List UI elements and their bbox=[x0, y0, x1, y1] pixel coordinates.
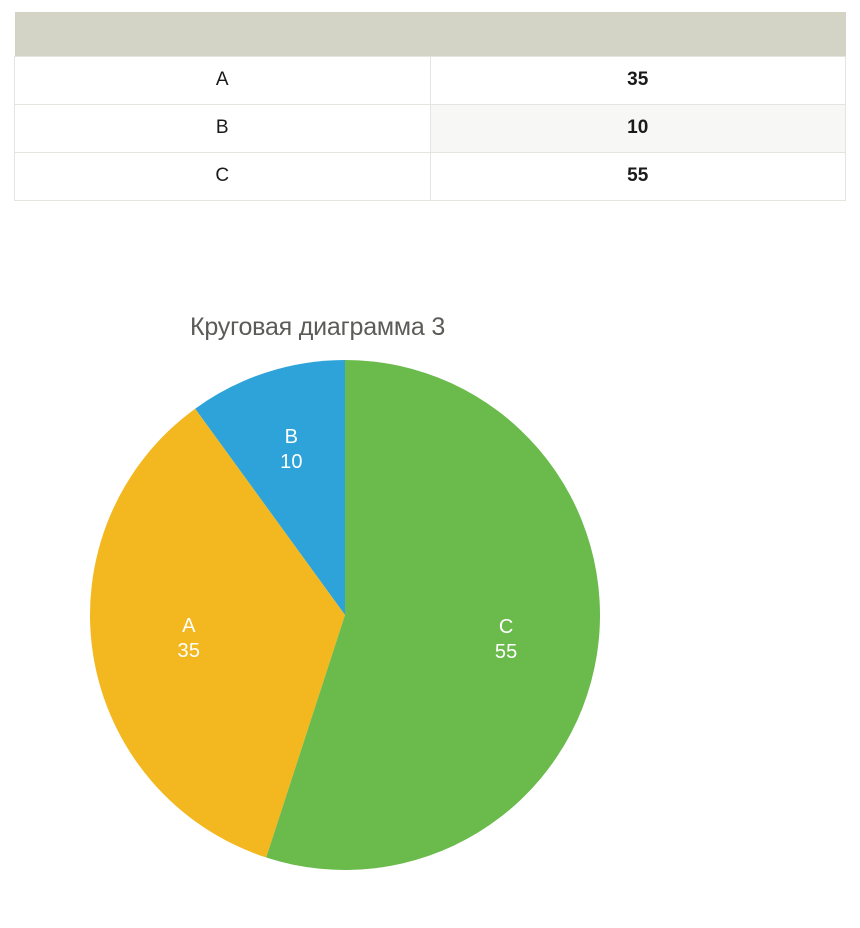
pie-slice-label-B: B10 bbox=[280, 425, 303, 475]
table-header-blank-1 bbox=[15, 12, 431, 56]
table-row: A35 bbox=[15, 56, 846, 104]
chart-title: Круговая диаграмма 3 bbox=[190, 313, 445, 342]
table-cell-label: C bbox=[15, 152, 431, 200]
pie-slice-label-C: C55 bbox=[495, 615, 518, 665]
pie-slice-label-name: B bbox=[280, 425, 303, 450]
pie-slice-label-A: A35 bbox=[178, 614, 201, 664]
table-header-row bbox=[15, 12, 846, 56]
table-cell-value: 35 bbox=[430, 56, 846, 104]
table-cell-value: 10 bbox=[430, 104, 846, 152]
pie-chart: B10 A35 C55 bbox=[90, 360, 600, 870]
table-row: B10 bbox=[15, 104, 846, 152]
pie-slice-label-value: 35 bbox=[178, 639, 201, 664]
pie-slice-label-name: A bbox=[178, 614, 201, 639]
pie-slice-label-name: C bbox=[495, 615, 518, 640]
data-table-container: A35B10C55 bbox=[0, 0, 860, 201]
table-cell-label: A bbox=[15, 56, 431, 104]
table-row: C55 bbox=[15, 152, 846, 200]
table-cell-value: 55 bbox=[430, 152, 846, 200]
pie-slice-label-value: 10 bbox=[280, 450, 303, 475]
data-table: A35B10C55 bbox=[14, 12, 846, 201]
table-header-blank-2 bbox=[430, 12, 846, 56]
pie-slice-label-value: 55 bbox=[495, 640, 518, 665]
pie-chart-area: Круговая диаграмма 3 B10 A35 C55 bbox=[0, 201, 860, 870]
pie-svg bbox=[90, 360, 600, 870]
table-cell-label: B bbox=[15, 104, 431, 152]
